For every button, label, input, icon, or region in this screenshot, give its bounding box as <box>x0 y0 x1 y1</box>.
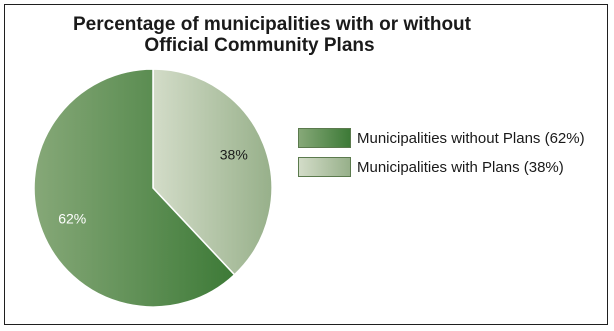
chart-title: Percentage of municipalities with or wit… <box>5 14 609 56</box>
pie-labels: 38% 62% <box>58 147 248 227</box>
pie-slice-without-plans <box>33 68 236 308</box>
legend-label-with-plans: Municipalities with Plans (38%) <box>357 158 564 176</box>
chart-title-line-2: Official Community Plans <box>144 35 375 56</box>
legend-item-with-plans: Municipalities with Plans (38%) <box>298 157 585 177</box>
pie-slices <box>33 68 273 308</box>
legend-label-without-plans: Municipalities without Plans (62%) <box>357 129 585 147</box>
legend: Municipalities without Plans (62%) Munic… <box>298 128 585 186</box>
legend-swatch-without-plans <box>298 128 351 148</box>
legend-item-without-plans: Municipalities without Plans (62%) <box>298 128 585 148</box>
pie-slice-with-plans <box>152 68 273 276</box>
pie-label-with-plans: 38% <box>220 147 248 163</box>
chart-title-line-1: Percentage of municipalities with or wit… <box>73 14 471 35</box>
pie-label-without-plans: 62% <box>58 211 86 227</box>
legend-swatch-with-plans <box>298 157 351 177</box>
